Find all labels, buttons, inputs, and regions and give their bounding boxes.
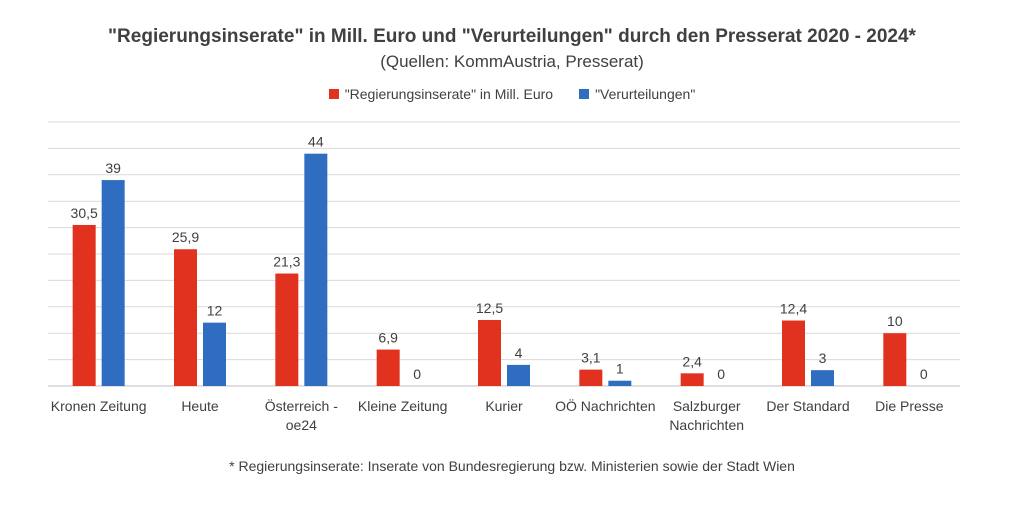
- category-label-line: Kleine Zeitung: [358, 398, 448, 414]
- data-label-verurteilungen: 0: [920, 366, 928, 382]
- data-label-inserate: 30,5: [71, 205, 98, 221]
- legend-label-verurteilungen: "Verurteilungen": [595, 86, 696, 102]
- bar-inserate: [174, 249, 197, 386]
- category-label-line: Österreich -: [265, 397, 338, 414]
- category-label: Die Presse: [875, 398, 944, 414]
- category-label-line: Nachrichten: [669, 417, 744, 433]
- category-label-line: Kronen Zeitung: [51, 398, 147, 414]
- category-label: Kronen Zeitung: [51, 398, 147, 414]
- data-label-verurteilungen: 1: [616, 361, 624, 377]
- category-label-line: OÖ Nachrichten: [555, 397, 655, 414]
- category-label-line: Heute: [181, 398, 219, 414]
- category-label-line: Kurier: [485, 398, 523, 414]
- data-label-inserate: 25,9: [172, 229, 199, 245]
- category-label-line: Der Standard: [766, 398, 849, 414]
- category-label: OÖ Nachrichten: [555, 397, 655, 414]
- data-label-verurteilungen: 0: [717, 366, 725, 382]
- category-label: Kleine Zeitung: [358, 398, 448, 414]
- footnote: * Regierungsinserate: Inserate von Bunde…: [229, 458, 795, 474]
- category-label: Der Standard: [766, 398, 849, 414]
- bar-verurteilungen: [304, 153, 328, 386]
- data-label-inserate: 2,4: [682, 353, 702, 369]
- legend-swatch-inserate: [328, 89, 339, 99]
- bar-inserate: [478, 320, 501, 386]
- data-label-inserate: 6,9: [378, 330, 398, 346]
- category-label-line: Salzburger: [673, 398, 741, 414]
- data-label-verurteilungen: 0: [413, 366, 421, 382]
- category-label-line: Die Presse: [875, 398, 944, 414]
- data-label-inserate: 21,3: [273, 254, 300, 270]
- data-label-verurteilungen: 44: [308, 134, 324, 150]
- data-label-verurteilungen: 39: [105, 160, 121, 176]
- bar-verurteilungen: [608, 380, 632, 386]
- chart-subtitle: (Quellen: KommAustria, Presserat): [380, 52, 644, 71]
- bar-inserate: [680, 373, 704, 386]
- legend-swatch-verurteilungen: [579, 89, 590, 99]
- legend-item-inserate: "Regierungsinserate" in Mill. Euro: [328, 86, 554, 102]
- bar-verurteilungen: [101, 180, 125, 386]
- legend-label-inserate: "Regierungsinserate" in Mill. Euro: [344, 86, 554, 102]
- data-label-verurteilungen: 4: [515, 345, 523, 361]
- legend: "Regierungsinserate" in Mill. Euro "Veru…: [0, 86, 1024, 102]
- bar-inserate: [275, 273, 299, 386]
- data-label-verurteilungen: 3: [819, 350, 827, 366]
- bar-inserate: [883, 333, 907, 386]
- data-label-inserate: 12,4: [780, 301, 807, 317]
- data-label-inserate: 12,5: [476, 300, 503, 316]
- data-label-inserate: 10: [887, 313, 903, 329]
- bar-inserate: [782, 320, 805, 386]
- legend-item-verurteilungen: "Verurteilungen": [579, 86, 695, 102]
- bar-inserate: [376, 349, 400, 386]
- bar-inserate: [72, 224, 96, 386]
- chart-title: "Regierungsinserate" in Mill. Euro und "…: [108, 26, 916, 47]
- data-label-verurteilungen: 12: [207, 303, 223, 319]
- bar-verurteilungen: [203, 322, 226, 386]
- bar-verurteilungen: [507, 364, 530, 386]
- bar-verurteilungen: [811, 370, 834, 386]
- category-label: Kurier: [485, 398, 523, 414]
- category-label: Österreich - oe24: [265, 397, 338, 433]
- category-label-line: oe24: [286, 417, 317, 433]
- bar-inserate: [579, 369, 603, 386]
- data-label-inserate: 3,1: [581, 350, 601, 366]
- category-label: Heute: [181, 398, 219, 414]
- category-label: Salzburger Nachrichten: [669, 398, 744, 433]
